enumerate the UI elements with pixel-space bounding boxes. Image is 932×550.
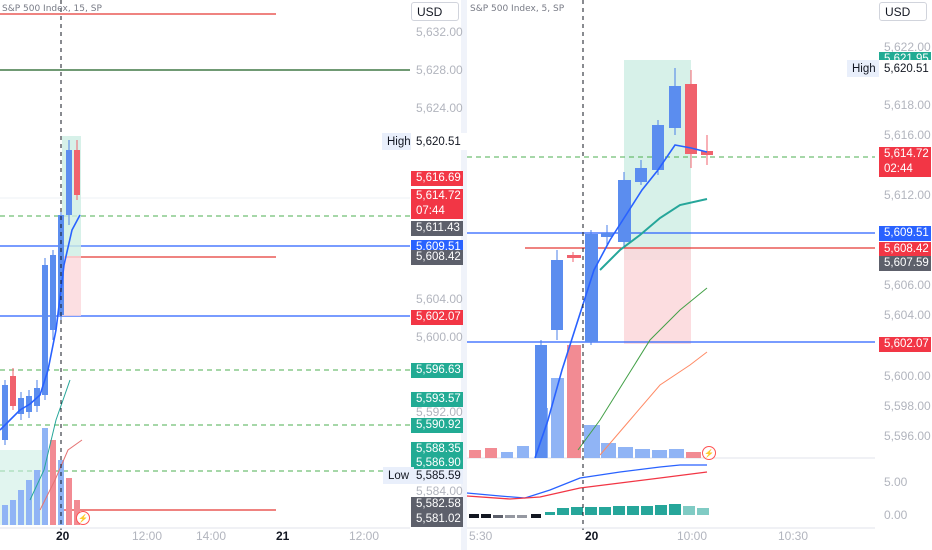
left-price-tag: 5,596.63 <box>411 363 463 378</box>
indicator-axis-tick: 0.00 <box>884 508 908 522</box>
left-price-tag: 5,581.02 <box>411 512 463 527</box>
left-price-tag: 5,614.72 <box>411 189 463 204</box>
right-tick: 5,612.00 <box>884 188 931 202</box>
event-bolt-icon[interactable]: ⚡ <box>702 446 716 460</box>
left-tick: 5,600.00 <box>416 330 463 344</box>
right-time-tick: 10:00 <box>677 529 708 543</box>
left-price-tag: 5,585.59 <box>411 469 463 484</box>
teal-ma-line <box>29 379 71 501</box>
left-price-tag: 5,593.57 <box>411 392 463 407</box>
left-price-tag: 5,582.58 <box>411 497 463 512</box>
right-symbol-label[interactable]: S&P 500 Index, 5, SP <box>470 4 565 14</box>
left-time-tick: 21 <box>276 529 290 543</box>
left-currency-button[interactable]: USD <box>411 2 459 21</box>
right-price-tag: 5,607.59 <box>879 256 931 271</box>
right-tick: 5,596.00 <box>884 429 931 443</box>
right-tick: 5,618.00 <box>884 98 931 112</box>
blue-ma-line <box>0 214 81 431</box>
right-tick: 5,598.00 <box>884 399 931 413</box>
green-ma-line <box>577 287 708 451</box>
right-price-tag: 5,614.72 <box>879 147 931 162</box>
left-tick: 5,632.00 <box>416 25 463 39</box>
left-price-tag: 5,602.07 <box>411 310 463 325</box>
indicator-axis-tick: 5.00 <box>884 475 908 489</box>
left-tick: 5,584.00 <box>416 484 463 498</box>
loss-zone-box <box>624 247 691 344</box>
panel-divider[interactable] <box>461 0 467 550</box>
right-time-tick: 5:30 <box>469 529 493 543</box>
right-tick: 5,616.00 <box>884 128 931 142</box>
left-high-label: High <box>382 133 416 150</box>
right-tick: 5,606.00 <box>884 278 931 292</box>
right-price-tag: 5,609.51 <box>879 226 931 241</box>
left-price-tag: 5,586.90 <box>411 456 463 471</box>
orange-ma-line <box>599 351 708 456</box>
left-symbol-label[interactable]: S&P 500 Index, 15, SP <box>2 4 102 14</box>
left-price-tag: 5,590.92 <box>411 418 463 433</box>
loss-zone-box <box>62 256 81 316</box>
left-chart-pane[interactable] <box>0 0 410 530</box>
right-high-label: High <box>847 60 881 77</box>
left-tick: 5,604.00 <box>416 292 463 306</box>
teal-ma-line <box>599 198 708 271</box>
right-price-tag: 5,608.42 <box>879 242 931 257</box>
left-time-tick: 20 <box>56 529 70 543</box>
indicator-histogram <box>469 504 709 518</box>
right-tick: 5,600.00 <box>884 369 931 383</box>
left-high-value: 5,620.51 <box>411 133 473 150</box>
right-price-tag: 02:44 <box>879 162 931 177</box>
right-time-tick: 20 <box>585 529 599 543</box>
left-price-tag: 5,616.69 <box>411 171 463 186</box>
left-tick: 5,628.00 <box>416 63 463 77</box>
indicator-red-line <box>466 471 708 500</box>
right-high-value: 5,620.51 <box>879 60 932 77</box>
left-price-tag: 5,588.35 <box>411 442 463 457</box>
right-tick: 5,604.00 <box>884 308 931 322</box>
right-currency-button[interactable]: USD <box>879 2 927 21</box>
right-tick: 5,622.00 <box>884 40 931 54</box>
indicator-blue-line <box>466 464 707 499</box>
left-time-tick: 12:00 <box>132 529 163 543</box>
right-time-tick: 10:30 <box>778 529 809 543</box>
volume-bars <box>2 428 80 525</box>
left-price-tag: 07:44 <box>411 204 463 219</box>
left-tick: 5,592.00 <box>416 405 463 419</box>
right-chart-pane[interactable] <box>466 0 875 530</box>
right-price-tag: 5,602.07 <box>879 337 931 352</box>
left-time-tick: 12:00 <box>349 529 380 543</box>
event-bolt-icon[interactable]: ⚡ <box>76 511 90 525</box>
left-low-label: Low <box>383 467 415 484</box>
left-tick: 5,624.00 <box>416 101 463 115</box>
blue-ma-line <box>534 144 708 459</box>
left-price-tag: 5,608.42 <box>411 250 463 265</box>
left-time-tick: 14:00 <box>196 529 227 543</box>
left-price-tag: 5,611.43 <box>411 221 463 236</box>
